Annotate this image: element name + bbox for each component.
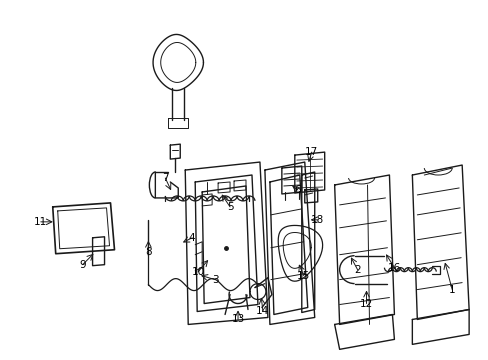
Text: 3: 3 [211,275,218,285]
Text: 9: 9 [79,260,86,270]
Text: 11: 11 [34,217,47,227]
Text: 1: 1 [448,284,455,294]
Text: 8: 8 [145,247,151,257]
Text: 18: 18 [310,215,324,225]
Text: 16: 16 [387,263,400,273]
Text: 6: 6 [294,185,301,195]
Text: 15: 15 [297,271,310,281]
Text: 12: 12 [359,298,372,309]
Text: 4: 4 [188,233,195,243]
Text: 5: 5 [226,202,233,212]
Text: 2: 2 [353,265,360,275]
Text: 17: 17 [305,147,318,157]
Text: 7: 7 [162,173,168,183]
Text: 14: 14 [256,306,269,316]
Text: 10: 10 [191,267,204,276]
Text: 13: 13 [231,314,244,324]
